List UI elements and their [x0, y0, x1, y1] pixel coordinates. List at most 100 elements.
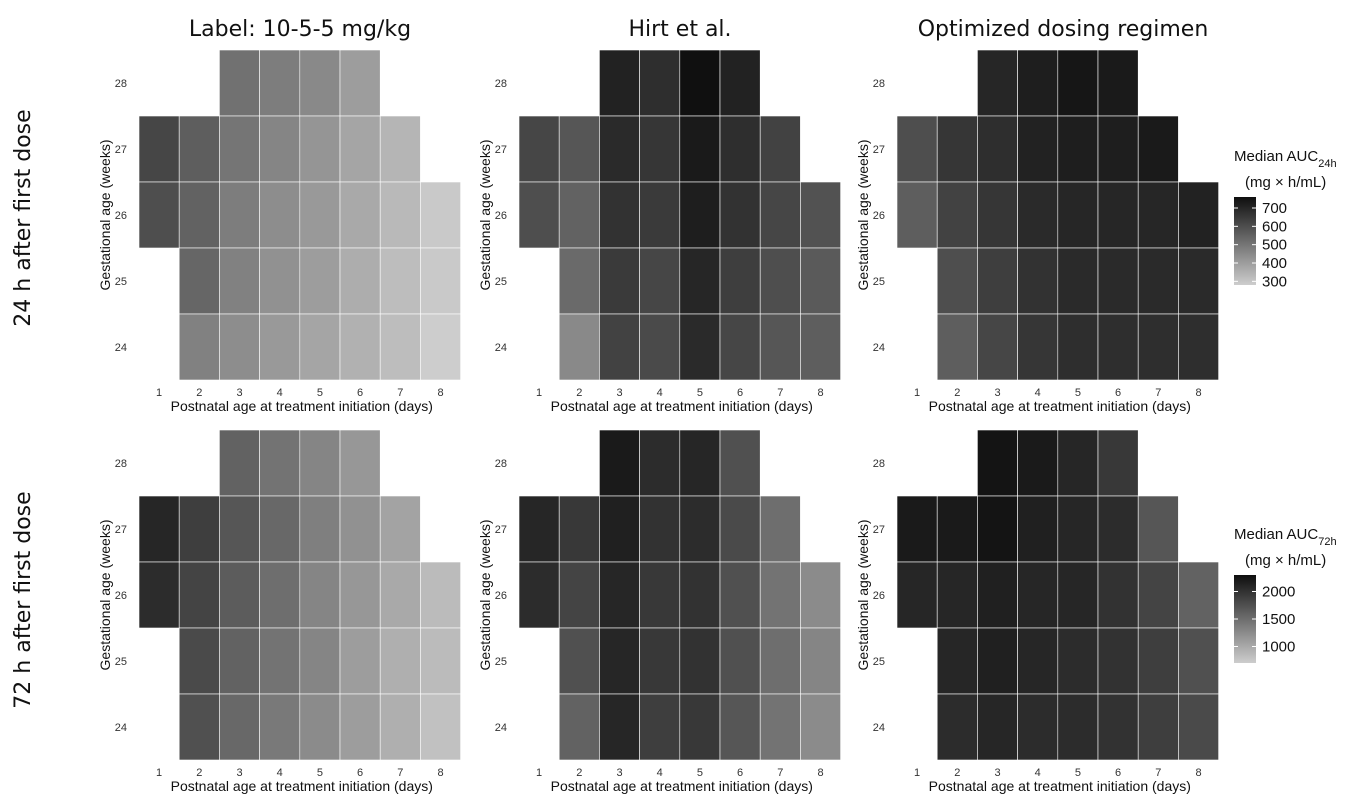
heatmap-cell: [1137, 313, 1179, 381]
y-tick-label: 27: [873, 144, 885, 156]
x-tick-label: 1: [536, 387, 542, 399]
legend-tick-label: 500: [1262, 237, 1287, 254]
heatmap-cell: [1017, 247, 1059, 315]
legend-title-sub: 24h: [1318, 158, 1336, 170]
heatmap-cell: [558, 115, 600, 183]
heatmap-cell: [639, 115, 681, 183]
heatmap-cell: [599, 313, 640, 381]
heatmap-cell: [379, 495, 421, 563]
heatmap-cell: [1097, 49, 1139, 117]
heatmap-cell: [719, 561, 761, 629]
heatmap-cell: [1057, 313, 1099, 381]
x-tick-label: 1: [914, 767, 920, 779]
heatmap-cell: [1178, 313, 1219, 381]
heatmap-cell: [1097, 247, 1139, 315]
heatmap-cell: [759, 181, 801, 249]
heatmap-panel-5: 28 27 26 25 24 1 2 3 4 5 6 7 8 Postnatal age at treat…: [477, 429, 841, 794]
x-tick-label: 7: [777, 767, 783, 779]
x-tick-label: 5: [317, 387, 323, 399]
heatmap-cell: [896, 181, 938, 249]
heatmap-cell: [1097, 627, 1139, 695]
heatmap-cell: [679, 181, 721, 249]
y-tick-label: 28: [873, 458, 885, 470]
y-tick-label: 28: [495, 78, 507, 90]
heatmap-cell: [219, 429, 260, 497]
heatmap-cell: [299, 429, 341, 497]
heatmap-cell: [558, 181, 600, 249]
legend-units: (mg × h/mL): [1245, 552, 1326, 569]
heatmap-cell: [420, 181, 461, 249]
heatmap-cell: [896, 115, 938, 183]
heatmap-cell: [1097, 561, 1139, 629]
heatmap-cell: [339, 429, 381, 497]
heatmap-cell: [219, 115, 260, 183]
heatmap-cell: [977, 627, 1018, 695]
heatmap-cell: [679, 49, 721, 117]
legend-tick-label: 400: [1262, 255, 1287, 272]
heatmap-cell: [1017, 115, 1059, 183]
heatmap-cell: [178, 247, 220, 315]
heatmap-cell: [178, 561, 220, 629]
y-axis-label: Gestational age (weeks): [97, 520, 113, 671]
x-tick-label: 6: [1115, 387, 1121, 399]
heatmap-cell: [420, 627, 461, 695]
heatmap-cell: [977, 247, 1018, 315]
heatmap-cell: [558, 693, 600, 761]
x-tick-label: 1: [536, 767, 542, 779]
heatmap-panel-4: 28 27 26 25 24 1 2 3 4 5 6 7 8 Postnatal age at treat…: [97, 429, 461, 794]
x-tick-label: 8: [437, 387, 443, 399]
heatmap-cell: [219, 561, 260, 629]
x-tick-label: 3: [994, 387, 1000, 399]
heatmap-cell: [299, 247, 341, 315]
heatmap-cell: [639, 429, 681, 497]
heatmap-cell: [1057, 627, 1099, 695]
heatmap-cell: [299, 313, 341, 381]
heatmap-cell: [1178, 693, 1219, 761]
x-tick-label: 4: [1035, 767, 1041, 779]
heatmap-cell: [936, 247, 978, 315]
y-tick-label: 28: [115, 78, 127, 90]
heatmap-cell: [339, 247, 381, 315]
x-tick-label: 5: [1075, 767, 1081, 779]
heatmap-cell: [759, 561, 801, 629]
heatmap-cell: [259, 115, 301, 183]
heatmap-cell: [518, 115, 560, 183]
y-tick-label: 24: [115, 342, 127, 354]
heatmap-cell: [299, 495, 341, 563]
heatmap-panel-3: 28 27 26 25 24 1 2 3 4 5 6 7 8 Postnatal age at treat…: [855, 49, 1219, 414]
heatmap-cell: [936, 627, 978, 695]
x-tick-label: 6: [737, 387, 743, 399]
heatmap-cell: [1057, 495, 1099, 563]
heatmap-cell: [1057, 115, 1099, 183]
legend-colorbar: [1234, 197, 1256, 285]
heatmap-cell: [719, 115, 761, 183]
heatmap-cell: [299, 181, 341, 249]
heatmap-cell: [977, 429, 1018, 497]
heatmap-cell: [259, 313, 301, 381]
x-tick-label: 8: [437, 767, 443, 779]
x-tick-label: 1: [156, 387, 162, 399]
x-axis-label: Postnatal age at treatment initiation (d…: [551, 778, 813, 794]
heatmap-cell: [1017, 495, 1059, 563]
heatmap-panel-1: 28 27 26 25 24 1 2 3 4 5 6 7 8 Postnatal age at treat…: [97, 49, 461, 414]
heatmap-cell: [1137, 247, 1179, 315]
heatmap-cell: [759, 115, 801, 183]
heatmap-cell: [936, 495, 978, 563]
x-tick-label: 3: [236, 387, 242, 399]
heatmap-cell: [379, 693, 421, 761]
heatmap-cell: [639, 247, 681, 315]
heatmap-cell: [558, 495, 600, 563]
heatmap-cell: [259, 181, 301, 249]
x-tick-label: 3: [994, 767, 1000, 779]
heatmap-cell: [800, 247, 841, 315]
heatmap-cell: [299, 627, 341, 695]
heatmap-cell: [219, 181, 260, 249]
y-tick-label: 24: [495, 722, 507, 734]
legend-tick-label: 700: [1262, 200, 1287, 217]
heatmap-cell: [379, 627, 421, 695]
heatmap-cell: [420, 693, 461, 761]
heatmap-cell: [299, 693, 341, 761]
heatmap-cell: [1097, 115, 1139, 183]
y-tick-label: 25: [115, 656, 127, 668]
